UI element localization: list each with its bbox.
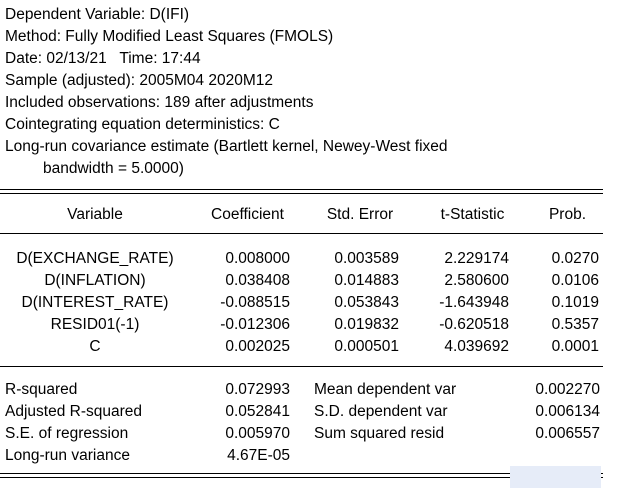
stat-value: 0.006557 bbox=[535, 425, 600, 442]
stat-value: 4.67E-05 bbox=[227, 447, 290, 464]
estimation-header: Dependent Variable: D(IFI) Method: Fully… bbox=[5, 4, 448, 180]
coefficient: 0.038408 bbox=[225, 272, 290, 289]
divider bbox=[0, 189, 603, 190]
stat-label: S.E. of regression bbox=[5, 425, 129, 442]
method: Method: Fully Modified Least Squares (FM… bbox=[5, 28, 334, 45]
prob: 0.5357 bbox=[551, 316, 599, 333]
coefficient: -0.012306 bbox=[220, 316, 290, 333]
t-statistic: -0.620518 bbox=[439, 316, 509, 333]
stat-label: Adjusted R-squared bbox=[5, 403, 142, 420]
column-header-prob: Prob. bbox=[548, 206, 587, 223]
divider bbox=[0, 233, 603, 234]
stat-value: 0.072993 bbox=[225, 381, 290, 398]
variable-name: D(EXCHANGE_RATE) bbox=[16, 250, 174, 267]
coefficient: 0.008000 bbox=[225, 250, 290, 267]
stat-value: 0.006134 bbox=[535, 403, 600, 420]
coefficient: -0.088515 bbox=[220, 294, 290, 311]
column-header-variable: Variable bbox=[67, 206, 123, 223]
divider bbox=[0, 473, 603, 474]
prob: 0.0270 bbox=[551, 250, 599, 267]
prob: 0.1019 bbox=[551, 294, 599, 311]
std-error: 0.014883 bbox=[334, 272, 399, 289]
coefficient: 0.002025 bbox=[225, 338, 290, 355]
stat-label: S.D. dependent var bbox=[314, 403, 448, 420]
variable-name: D(INTEREST_RATE) bbox=[21, 294, 169, 311]
t-statistic: 2.580600 bbox=[444, 272, 509, 289]
column-header-std-error: Std. Error bbox=[326, 206, 394, 223]
prob: 0.0001 bbox=[551, 338, 599, 355]
stat-label: Mean dependent var bbox=[314, 381, 457, 398]
covariance-estimate: Long-run covariance estimate (Bartlett k… bbox=[5, 138, 448, 155]
t-statistic: -1.643948 bbox=[439, 294, 509, 311]
dependent-variable: Dependent Variable: D(IFI) bbox=[5, 6, 190, 23]
variable-name: RESID01(-1) bbox=[50, 316, 140, 333]
t-statistic: 2.229174 bbox=[444, 250, 509, 267]
divider bbox=[0, 366, 603, 367]
stat-label: Sum squared resid bbox=[314, 425, 445, 442]
std-error: 0.053843 bbox=[334, 294, 399, 311]
selection-highlight[interactable] bbox=[510, 466, 601, 488]
variable-name: C bbox=[89, 338, 101, 355]
prob: 0.0106 bbox=[551, 272, 599, 289]
variable-name: D(INFLATION) bbox=[44, 272, 146, 289]
std-error: 0.000501 bbox=[334, 338, 399, 355]
column-header-coefficient: Coefficient bbox=[211, 206, 284, 223]
stat-value: 0.002270 bbox=[535, 381, 600, 398]
stat-label: Long-run variance bbox=[5, 447, 130, 464]
std-error: 0.019832 bbox=[334, 316, 399, 333]
std-error: 0.003589 bbox=[334, 250, 399, 267]
divider bbox=[0, 477, 603, 478]
stat-label: R-squared bbox=[5, 381, 78, 398]
stat-value: 0.052841 bbox=[225, 403, 290, 420]
stat-value: 0.005970 bbox=[225, 425, 290, 442]
observations: Included observations: 189 after adjustm… bbox=[5, 94, 314, 111]
deterministics: Cointegrating equation deterministics: C bbox=[5, 116, 280, 133]
bandwidth: bandwidth = 5.0000) bbox=[43, 160, 184, 177]
date-time: Date: 02/13/21 Time: 17:44 bbox=[5, 50, 201, 67]
divider bbox=[0, 193, 603, 194]
t-statistic: 4.039692 bbox=[444, 338, 509, 355]
sample: Sample (adjusted): 2005M04 2020M12 bbox=[5, 72, 273, 89]
column-header-t-statistic: t-Statistic bbox=[440, 206, 505, 223]
